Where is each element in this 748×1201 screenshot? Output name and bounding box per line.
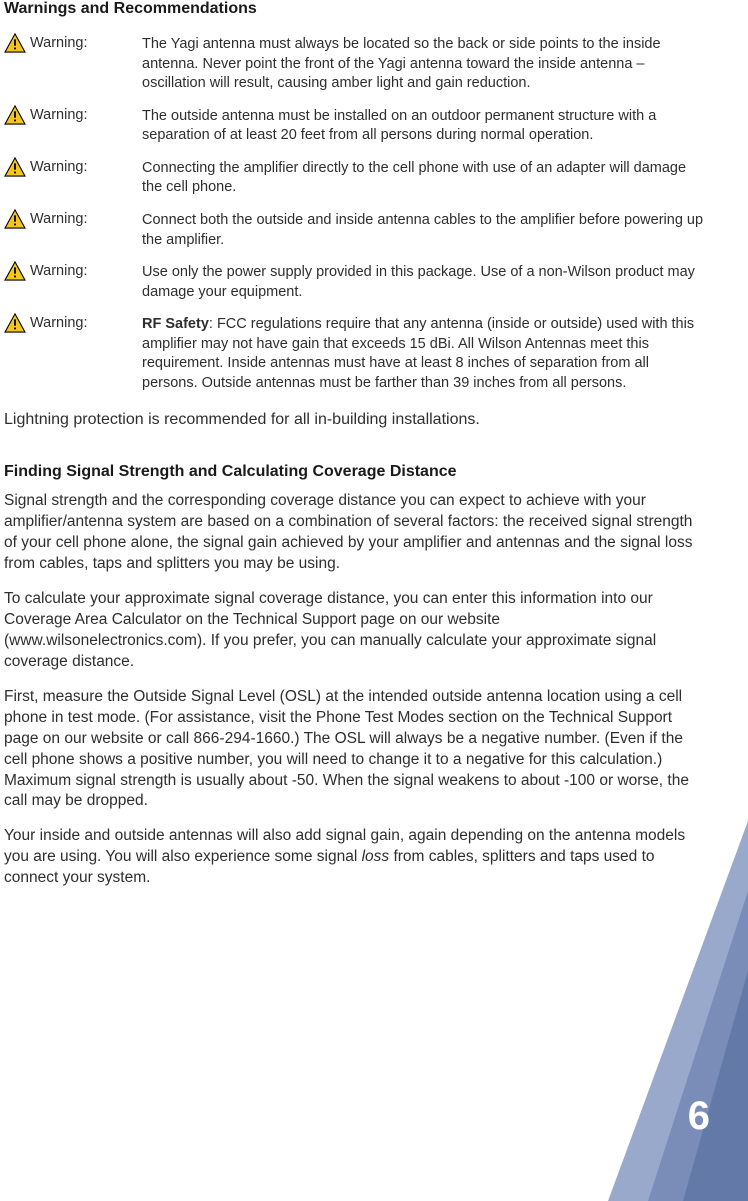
section-warnings: Warnings and Recommendations Warning:The…: [4, 0, 708, 429]
warning-label: Warning:: [30, 32, 142, 51]
warning-text: Connecting the amplifier directly to the…: [142, 156, 708, 198]
warning-row: Warning:The Yagi antenna must always be …: [4, 32, 708, 94]
warning-text: The outside antenna must be installed on…: [142, 104, 708, 146]
warning-label: Warning:: [30, 312, 142, 331]
warning-row: Warning:Connecting the amplifier directl…: [4, 156, 708, 198]
warning-icon: [4, 261, 26, 281]
warning-icon: [4, 157, 26, 177]
warning-icon: [4, 105, 26, 125]
warning-row: Warning:Use only the power supply provid…: [4, 260, 708, 302]
warning-text: RF Safety: FCC regulations require that …: [142, 312, 708, 393]
warning-text: Connect both the outside and inside ante…: [142, 208, 708, 250]
warning-bold-lead: RF Safety: [142, 316, 209, 332]
warning-row: Warning:RF Safety: FCC regulations requi…: [4, 312, 708, 393]
warnings-list: Warning:The Yagi antenna must always be …: [4, 32, 708, 393]
body-paragraph: To calculate your approximate signal cov…: [4, 589, 694, 673]
warning-icon: [4, 313, 26, 333]
warning-label: Warning:: [30, 260, 142, 279]
body-paragraph: Signal strength and the corresponding co…: [4, 491, 694, 575]
italic-word: loss: [362, 848, 390, 865]
lightning-note: Lightning protection is recommended for …: [4, 411, 708, 429]
warning-row: Warning:Connect both the outside and ins…: [4, 208, 708, 250]
signal-title: Finding Signal Strength and Calculating …: [4, 463, 708, 481]
page-number: 6: [688, 1094, 710, 1139]
warning-label: Warning:: [30, 104, 142, 123]
warning-label: Warning:: [30, 156, 142, 175]
warning-row: Warning:The outside antenna must be inst…: [4, 104, 708, 146]
warning-text: The Yagi antenna must always be located …: [142, 32, 708, 94]
footer-decoration: [498, 821, 748, 1201]
warning-text: Use only the power supply provided in th…: [142, 260, 708, 302]
body-paragraph: First, measure the Outside Signal Level …: [4, 687, 694, 813]
warning-icon: [4, 33, 26, 53]
warning-label: Warning:: [30, 208, 142, 227]
warning-icon: [4, 209, 26, 229]
warnings-title: Warnings and Recommendations: [4, 0, 708, 18]
